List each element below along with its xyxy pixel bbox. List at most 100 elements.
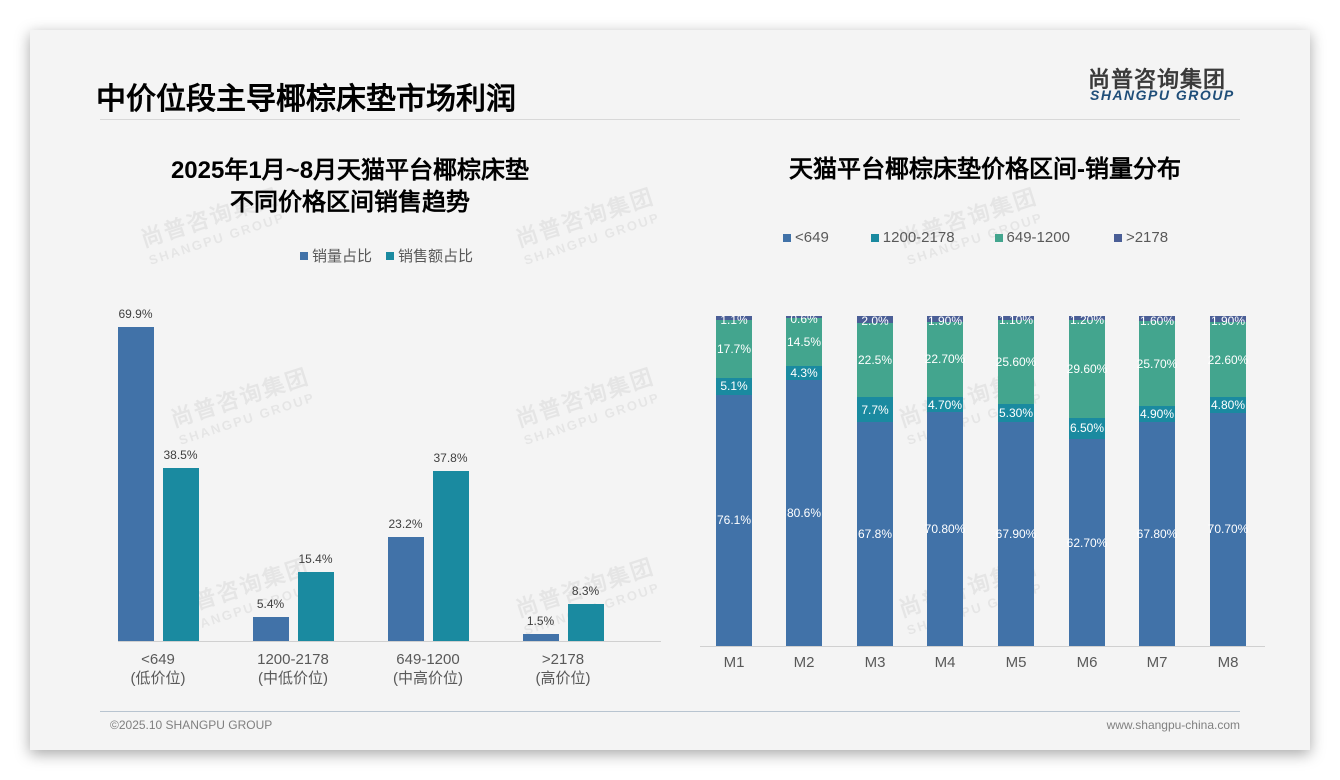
left-chart-title-line1: 2025年1月~8月天猫平台椰棕床垫 (170, 157, 530, 184)
segment-value-label: 1.60% (1139, 313, 1175, 328)
legend-item: 649-1200 (994, 229, 1070, 246)
bar-value-label: 37.8% (433, 451, 468, 466)
month-label: M2 (793, 654, 815, 671)
bar-segment (1210, 396, 1246, 413)
bar-segment (998, 316, 1034, 320)
legend-item: >2178 (1113, 229, 1168, 246)
bar-volume (522, 634, 559, 641)
segment-value-label: 25.60% (995, 355, 1037, 370)
stacked-bar-m6: 62.70% 6.50% 29.60% 1.20% (1067, 313, 1107, 646)
bar-segment (716, 394, 752, 646)
month-label: M1 (723, 654, 745, 671)
page-title: 中价位段主导椰棕床垫市场利润 (96, 83, 516, 116)
bar-revenue (567, 603, 604, 641)
legend-label: 1200-2178 (882, 229, 955, 246)
bar-segment (998, 319, 1034, 405)
right-x-axis (700, 646, 1265, 647)
bar-segment (1210, 412, 1246, 646)
category-tier: (中高价位) (393, 670, 463, 687)
segment-value-label: 0.6% (790, 312, 818, 326)
legend-item: <649 (783, 229, 829, 246)
segment-value-label: 22.60% (1207, 352, 1249, 367)
bar-segment (1069, 439, 1105, 646)
bar-segment (1139, 422, 1175, 646)
bar-segment (786, 380, 822, 646)
category-range: 649-1200 (396, 651, 460, 668)
bar-revenue (432, 471, 469, 641)
bar-segment (857, 316, 893, 323)
watermark-cn: 尚普咨询集团 (512, 363, 658, 432)
bar-segment (716, 316, 752, 320)
month-label: M4 (934, 654, 956, 671)
bar-segment (998, 421, 1034, 646)
legend-swatch (994, 233, 1003, 242)
month-label: M7 (1146, 654, 1168, 671)
bar-value-label: 5.4% (256, 596, 285, 611)
legend-swatch (1113, 233, 1122, 242)
bar-value-label: 38.5% (163, 448, 198, 463)
segment-value-label: 25.70% (1136, 356, 1178, 371)
slide: 中价位段主导椰棕床垫市场利润 尚普咨询集团 SHANGPU GROUP 尚普咨询… (30, 30, 1310, 750)
segment-value-label: 4.80% (1210, 397, 1246, 412)
segment-value-label: 67.80% (1136, 527, 1178, 542)
bar-segment (786, 318, 822, 366)
segment-value-label: 1.90% (927, 313, 963, 328)
legend-swatch (300, 251, 308, 260)
segment-value-label: 70.80% (924, 522, 966, 537)
bar-segment (927, 396, 963, 413)
watermark: 尚普咨询集团 SHANGPU GROUP (511, 359, 662, 448)
segment-value-label: 1.90% (1210, 314, 1246, 329)
title-divider (100, 119, 1240, 120)
watermark-en: SHANGPU GROUP (521, 389, 662, 448)
legend-swatch (783, 233, 791, 242)
bar-revenue (162, 468, 199, 641)
stacked-bar-m2: 80.6% 4.3% 14.5% 0.6% (786, 312, 822, 646)
bar-volume (117, 327, 154, 641)
segment-value-label: 1.20% (1069, 312, 1105, 327)
bar-value-label: 1.5% (526, 614, 555, 629)
bar-volume (387, 536, 424, 641)
segment-value-label: 62.70% (1066, 535, 1108, 550)
legend-swatch (386, 251, 395, 260)
segment-value-label: 76.1% (716, 513, 752, 528)
category-label: <649 (低价位) (93, 650, 223, 688)
bar-segment (716, 319, 752, 379)
category-tier: (高价位) (535, 670, 591, 687)
stacked-bar-m5: 67.90% 5.30% 25.60% 1.10% (996, 313, 1036, 646)
category-label: >2178 (高价位) (498, 650, 628, 688)
left-x-axis (118, 641, 661, 642)
segment-value-label: 2.0% (861, 314, 889, 329)
stacked-bar-m8: 70.70% 4.80% 22.60% 1.90% (1208, 314, 1248, 646)
bar-segment (1139, 321, 1175, 407)
footer-divider (100, 711, 1240, 712)
bar-segment (1069, 417, 1105, 440)
left-chart-title: 2025年1月~8月天猫平台椰棕床垫 不同价格区间销售趋势 (140, 155, 560, 219)
bar-segment (927, 315, 963, 322)
segment-value-label: 67.90% (995, 526, 1037, 541)
stacked-bar-m4: 70.80% 4.70% 22.70% 1.90% (925, 314, 965, 646)
bar-segment (857, 322, 893, 397)
bar-value-label: 8.3% (571, 583, 600, 598)
segment-value-label: 4.3% (790, 365, 818, 380)
bar-segment (1139, 316, 1175, 322)
bar-volume (252, 616, 289, 641)
segment-value-label: 6.50% (1069, 421, 1105, 436)
bar-segment (716, 378, 752, 395)
right-chart-title: 天猫平台椰棕床垫价格区间-销量分布 (789, 156, 1181, 183)
bar-value-label: 15.4% (298, 551, 333, 566)
segment-value-label: 1.1% (720, 312, 748, 327)
segment-value-label: 67.8% (857, 527, 893, 542)
legend-label: 销量占比 (312, 248, 373, 265)
left-chart-legend: 销量占比 销售额占比 (300, 245, 487, 266)
category-range: >2178 (541, 651, 585, 668)
footer-website: www.shangpu-china.com (1106, 718, 1240, 732)
segment-value-label: 1.10% (998, 313, 1034, 328)
bar-segment (1210, 316, 1246, 323)
segment-value-label: 5.30% (998, 406, 1034, 421)
legend-label: <649 (795, 229, 829, 246)
watermark: 尚普咨询集团 SHANGPU GROUP (166, 359, 317, 448)
watermark-cn: 尚普咨询集团 (167, 363, 313, 432)
legend-label: 649-1200 (1006, 229, 1070, 246)
segment-value-label: 22.70% (924, 352, 966, 367)
legend-swatch (870, 233, 879, 242)
